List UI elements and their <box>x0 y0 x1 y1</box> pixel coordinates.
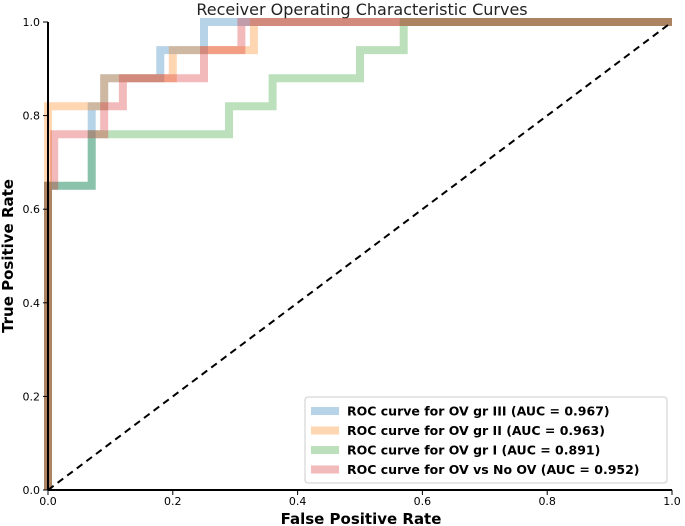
y-axis-label: True Positive Rate <box>0 179 17 333</box>
x-axis-label: False Positive Rate <box>281 510 442 526</box>
x-tick-label: 1.0 <box>663 495 681 508</box>
x-tick-label: 0.0 <box>39 495 57 508</box>
legend: ROC curve for OV gr III (AUC = 0.967) ROC… <box>304 396 668 484</box>
roc-curve-4 <box>44 18 672 490</box>
legend-label-3: ROC curve for OV gr I (AUC = 0.891) <box>347 443 600 458</box>
x-tick-label: 0.6 <box>414 495 432 508</box>
y-tick-label: 0.4 <box>23 297 41 310</box>
y-tick-label: 0.8 <box>23 110 41 123</box>
legend-label-2: ROC curve for OV gr II (AUC = 0.963) <box>347 423 605 438</box>
y-tick-label: 1.0 <box>23 16 41 29</box>
axes: 0.0 0.2 0.4 0.6 0.8 1.0 0.0 0.2 0.4 0.6 0.8 1.0 <box>23 16 681 508</box>
x-tick-label: 0.8 <box>538 495 556 508</box>
roc-curve-1 <box>44 18 672 490</box>
reference-diagonal <box>47 21 673 491</box>
legend-frame <box>304 396 668 484</box>
roc-curve-3 <box>44 18 672 490</box>
chart-title: Receiver Operating Characteristic Curves <box>196 0 527 19</box>
y-tick-label: 0.6 <box>23 203 41 216</box>
x-tick-label: 0.4 <box>289 495 307 508</box>
roc-curve-2 <box>44 18 672 490</box>
y-tick-label: 0.2 <box>23 390 41 403</box>
y-tick-label: 0.0 <box>23 484 41 497</box>
legend-label-1: ROC curve for OV gr III (AUC = 0.967) <box>347 404 610 419</box>
x-tick-label: 0.2 <box>164 495 182 508</box>
legend-label-4: ROC curve for OV vs No OV (AUC = 0.952) <box>347 462 640 477</box>
series-layer <box>44 18 672 490</box>
